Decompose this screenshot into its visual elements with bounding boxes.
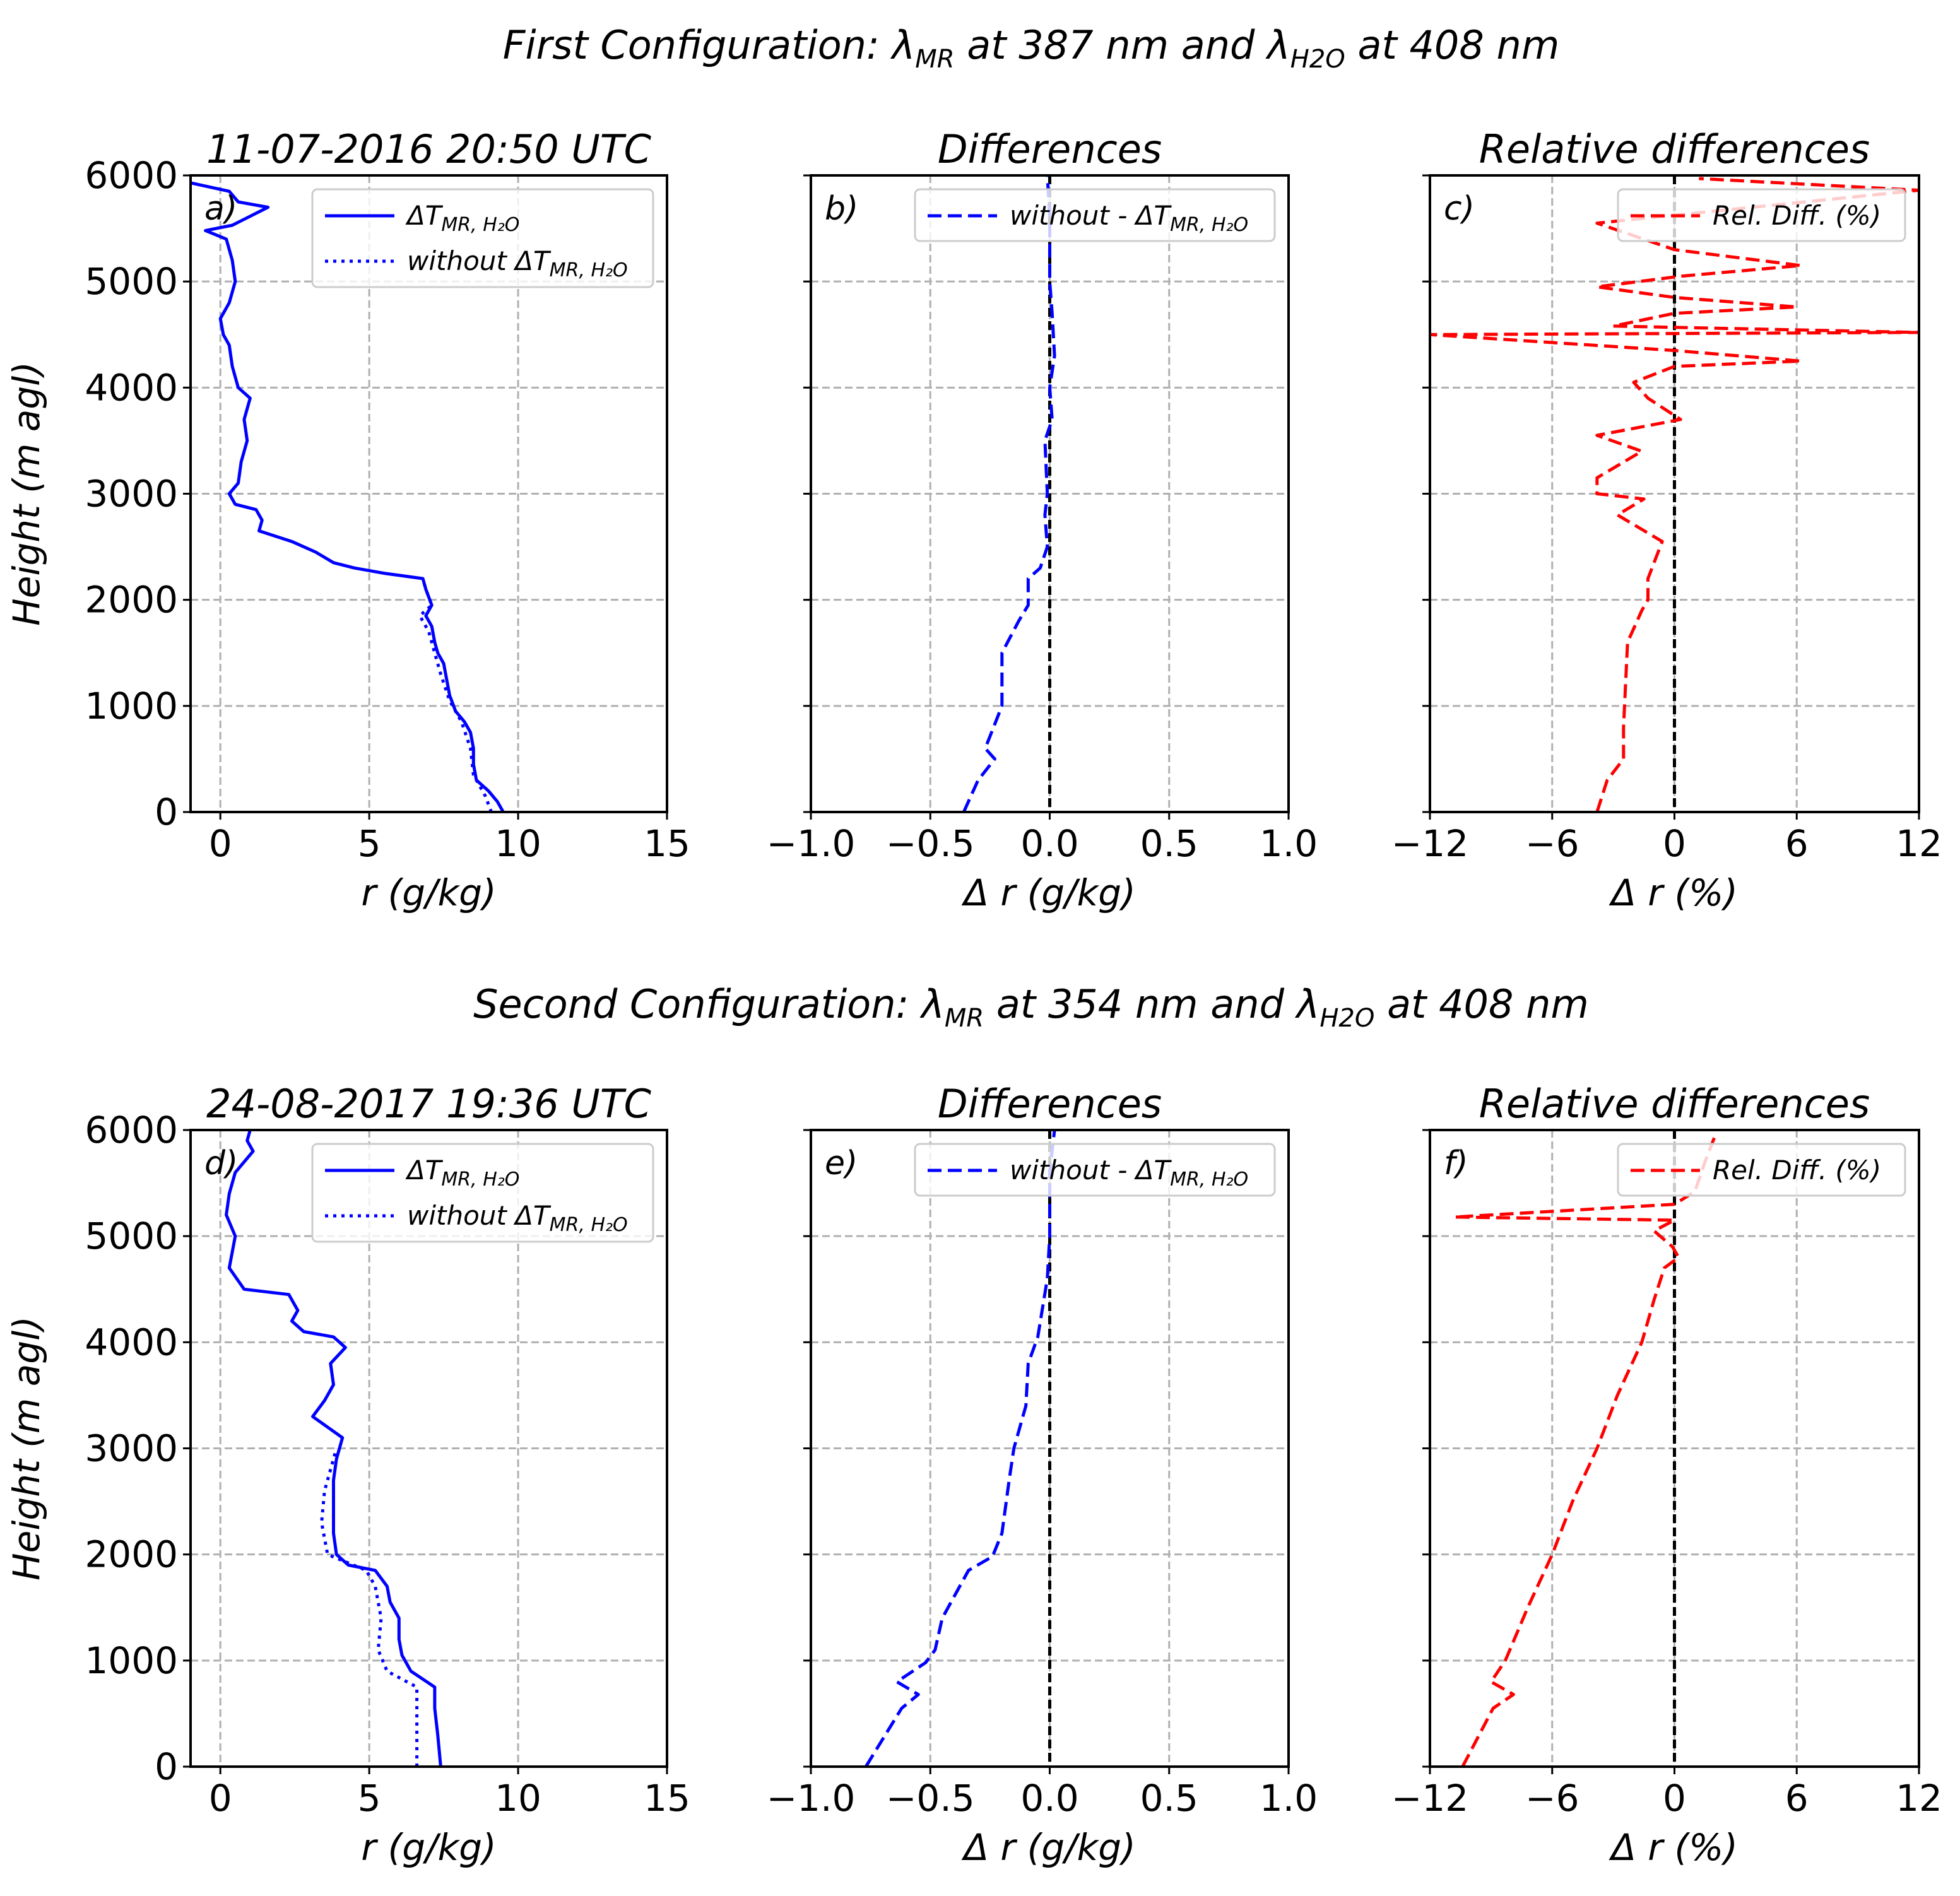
x-axis-label: r (g/kg) bbox=[361, 1826, 496, 1869]
x-tick-label: 0 bbox=[1663, 822, 1686, 865]
legend-label: Rel. Diff. (%) bbox=[1713, 200, 1881, 231]
x-tick-label: −1.0 bbox=[767, 1777, 856, 1820]
panel-title: Differences bbox=[938, 126, 1162, 172]
legend-label: without - ΔTMR, H₂O bbox=[1010, 200, 1248, 236]
x-tick-label: 1.0 bbox=[1260, 1777, 1318, 1820]
legend-label: without ΔTMR, H₂O bbox=[407, 1200, 628, 1236]
x-tick-label: −6 bbox=[1525, 1777, 1579, 1820]
panel-f-relative-differences-2017: −12 −6 0 6 12 Δ r (%) Relative differences f) Re… bbox=[1391, 1081, 1942, 1869]
legend: Rel. Diff. (%) bbox=[1617, 1143, 1906, 1197]
x-tick-label: 5 bbox=[358, 822, 381, 865]
x-tick-label: 0 bbox=[1663, 1777, 1686, 1820]
row1-title: First Configuration: λMR at 387 nm and λ… bbox=[503, 22, 1559, 74]
x-axis-label: Δ r (g/kg) bbox=[961, 1826, 1135, 1869]
row2-title: Second Configuration: λMR at 354 nm and … bbox=[473, 981, 1589, 1033]
y-tick-label: 3000 bbox=[85, 473, 178, 515]
x-tick-label: −1.0 bbox=[767, 822, 856, 865]
x-tick-label: −6 bbox=[1525, 822, 1579, 865]
y-tick-label: 3000 bbox=[85, 1427, 178, 1470]
y-tick-label: 6000 bbox=[85, 154, 178, 197]
x-tick-label: −0.5 bbox=[886, 1777, 975, 1820]
x-tick-label: 1.0 bbox=[1260, 822, 1318, 865]
x-tick-label: 12 bbox=[1896, 1777, 1942, 1820]
y-tick-label: 6000 bbox=[85, 1109, 178, 1151]
legend: without - ΔTMR, H₂O bbox=[914, 1143, 1276, 1197]
x-tick-label: −12 bbox=[1391, 822, 1468, 865]
y-tick-label: 0 bbox=[155, 1745, 178, 1788]
y-axis-label: Height (m agl) bbox=[5, 362, 48, 626]
series-line-0 bbox=[225, 1130, 442, 1767]
x-tick-label: 10 bbox=[495, 1777, 541, 1820]
x-tick-label: 15 bbox=[644, 822, 690, 865]
legend: Rel. Diff. (%) bbox=[1617, 188, 1906, 242]
panel-title: Relative differences bbox=[1479, 126, 1870, 172]
panel-title: Differences bbox=[938, 1081, 1162, 1127]
panel-letter: a) bbox=[204, 190, 237, 228]
x-tick-label: 0 bbox=[209, 1777, 232, 1820]
x-tick-label: 5 bbox=[358, 1777, 381, 1820]
panel-title: 24-08-2017 19:36 UTC bbox=[206, 1081, 652, 1127]
panel-letter: d) bbox=[204, 1145, 238, 1182]
y-tick-label: 1000 bbox=[85, 685, 178, 727]
legend-label: ΔTMR, H₂O bbox=[405, 1155, 519, 1191]
y-tick-label: 5000 bbox=[85, 260, 178, 303]
y-tick-label: 0 bbox=[155, 791, 178, 833]
y-tick-label: 1000 bbox=[85, 1639, 178, 1682]
legend: without - ΔTMR, H₂O bbox=[914, 188, 1276, 242]
y-tick-label: 2000 bbox=[85, 1533, 178, 1576]
x-tick-label: 0 bbox=[209, 822, 232, 865]
panel-a-mixing-ratio-2016: 0 5 10 15 0 1000 2000 3000 4000 5000 6000 r (g/kg) H… bbox=[5, 126, 690, 914]
x-tick-label: 15 bbox=[644, 1777, 690, 1820]
x-axis-label: Δ r (g/kg) bbox=[961, 871, 1135, 914]
series-line-1 bbox=[418, 578, 493, 812]
x-tick-label: 0.0 bbox=[1020, 822, 1078, 865]
x-tick-label: 6 bbox=[1785, 1777, 1809, 1820]
panel-title: Relative differences bbox=[1479, 1081, 1870, 1127]
panel-e-differences-2017: −1.0 −0.5 0.0 0.5 1.0 Δ r (g/kg) Differences e)… bbox=[767, 1081, 1318, 1869]
x-tick-label: 6 bbox=[1785, 822, 1809, 865]
x-axis-label: Δ r (%) bbox=[1609, 1826, 1738, 1869]
panel-letter: f) bbox=[1444, 1145, 1468, 1182]
y-tick-label: 5000 bbox=[85, 1215, 178, 1257]
legend-label: ΔTMR, H₂O bbox=[405, 200, 519, 236]
series-line-0 bbox=[864, 1130, 1056, 1767]
panel-letter: e) bbox=[825, 1145, 858, 1182]
x-axis-label: r (g/kg) bbox=[361, 871, 496, 914]
y-tick-label: 2000 bbox=[85, 579, 178, 621]
x-tick-label: 0.5 bbox=[1140, 1777, 1198, 1820]
legend-label: without ΔTMR, H₂O bbox=[407, 245, 628, 281]
panel-letter: c) bbox=[1444, 190, 1475, 228]
legend: ΔTMR, H₂O without ΔTMR, H₂O bbox=[311, 188, 654, 288]
panel-title: 11-07-2016 20:50 UTC bbox=[206, 126, 652, 172]
x-tick-label: 0.0 bbox=[1020, 1777, 1078, 1820]
x-tick-label: 10 bbox=[495, 822, 541, 865]
legend-label: without - ΔTMR, H₂O bbox=[1010, 1155, 1248, 1191]
legend: ΔTMR, H₂O without ΔTMR, H₂O bbox=[311, 1143, 654, 1243]
x-tick-label: −12 bbox=[1391, 1777, 1468, 1820]
panel-b-differences-2016: −1.0 −0.5 0.0 0.5 1.0 Δ r (g/kg) Differences b)… bbox=[767, 126, 1318, 914]
x-axis-label: Δ r (%) bbox=[1609, 871, 1738, 914]
panel-d-mixing-ratio-2017: 0 5 10 15 0 1000 2000 3000 4000 5000 6000 r (g/kg) H… bbox=[5, 1081, 690, 1869]
y-axis-label: Height (m agl) bbox=[5, 1316, 48, 1581]
x-tick-label: −0.5 bbox=[886, 822, 975, 865]
y-tick-label: 4000 bbox=[85, 1321, 178, 1363]
legend-label: Rel. Diff. (%) bbox=[1713, 1155, 1881, 1186]
x-tick-label: 0.5 bbox=[1140, 822, 1198, 865]
panel-letter: b) bbox=[825, 190, 858, 228]
series-line-0 bbox=[1453, 1134, 1717, 1767]
x-tick-label: 12 bbox=[1896, 822, 1942, 865]
y-tick-label: 4000 bbox=[85, 366, 178, 409]
series-line-0 bbox=[962, 175, 1056, 812]
